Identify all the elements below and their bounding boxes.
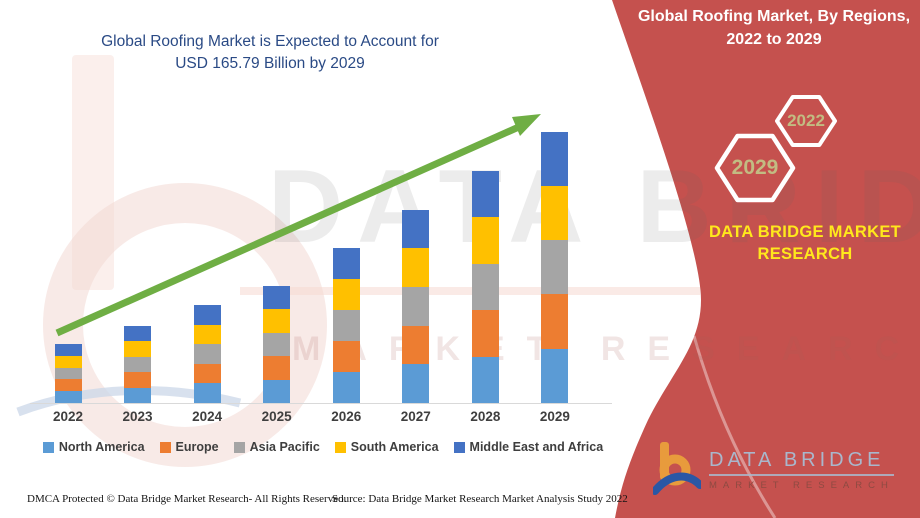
bar-segment-2025-asia-pacific <box>263 332 291 357</box>
bar-segment-2029-south-america <box>541 185 569 241</box>
chart-legend: North America Europe Asia Pacific South Ame… <box>30 440 616 454</box>
bar-segment-2029-europe <box>541 294 569 349</box>
legend-item-middle-east-and-africa: Middle East and Africa <box>453 440 604 454</box>
legend-label: North America <box>58 440 145 454</box>
legend-item-asia-pacific: Asia Pacific <box>233 440 320 454</box>
x-axis-label-2029: 2029 <box>539 409 570 424</box>
logo-b-icon <box>653 442 701 495</box>
hexagon-2029-label: 2029 <box>731 156 779 179</box>
legend-swatch-icon <box>233 441 245 453</box>
x-axis-label-2025: 2025 <box>261 409 292 424</box>
bar-column-2022 <box>38 344 98 403</box>
hexagon-2029 <box>714 133 796 203</box>
x-axis-label-2024: 2024 <box>192 409 223 424</box>
legend-label: Middle East and Africa <box>469 440 604 454</box>
bar-segment-2023-south-america <box>124 341 152 357</box>
bar-segment-2027-north-america <box>402 364 430 403</box>
brand-name-block: DATA BRIDGE MARKET RESEARCH <box>698 221 912 265</box>
brand-name-line1: DATA BRIDGE MARKET <box>708 223 902 241</box>
stacked-bar-2029 <box>541 131 569 403</box>
bar-segment-2022-south-america <box>54 355 82 368</box>
company-logo: DATA BRIDGE MARKET RESEARCH <box>653 441 894 497</box>
legend-swatch-icon <box>334 441 346 453</box>
x-axis-label-2027: 2027 <box>400 409 431 424</box>
bar-segment-2023-asia-pacific <box>124 356 152 372</box>
chart-title-line1: Global Roofing Market is Expected to Acc… <box>101 33 439 50</box>
red-panel-shape <box>612 0 920 518</box>
hexagon-2022 <box>775 95 837 147</box>
bar-segment-2025-north-america <box>263 379 291 403</box>
footer-copyright: DMCA Protected © Data Bridge Market Rese… <box>27 493 347 505</box>
legend-item-north-america: North America <box>42 440 145 454</box>
legend-swatch-icon <box>453 441 465 453</box>
banner-title-line1: Global Roofing Market, By Regions, <box>637 8 911 25</box>
bar-segment-2023-europe <box>124 372 152 388</box>
brand-name-line2: RESEARCH <box>757 245 853 263</box>
hexagon-2022-label: 2022 <box>787 111 825 130</box>
bar-segment-2022-europe <box>54 379 82 392</box>
bar-segment-2022-asia-pacific <box>54 367 82 380</box>
bar-segment-2022-north-america <box>54 391 82 403</box>
x-axis-label-2026: 2026 <box>331 409 362 424</box>
logo-subtitle: MARKET RESEARCH <box>709 480 894 491</box>
banner-title-line2: 2022 to 2029 <box>726 31 822 48</box>
logo-texts: DATA BRIDGE MARKET RESEARCH <box>709 441 894 491</box>
bar-segment-2023-north-america <box>124 387 152 403</box>
bar-segment-2024-north-america <box>193 383 221 403</box>
bar-segment-2026-europe <box>332 340 360 372</box>
bar-segment-2026-north-america <box>332 371 360 403</box>
chart-title-line2: USD 165.79 Billion by 2029 <box>175 54 365 72</box>
banner-title: Global Roofing Market, By Regions, 2022 … <box>628 5 920 51</box>
legend-swatch-icon <box>159 441 171 453</box>
watermark-text-market-research: MARKET RESEARCH <box>292 330 920 368</box>
chart-title: Global Roofing Market is Expected to Acc… <box>42 31 498 74</box>
x-axis-label-2023: 2023 <box>122 409 153 424</box>
bar-segment-2024-europe <box>193 363 221 384</box>
bar-column-2029 <box>525 131 585 403</box>
legend-label: Asia Pacific <box>249 440 320 454</box>
bar-segment-2025-europe <box>263 356 291 380</box>
bar-segment-2024-asia-pacific <box>193 344 221 364</box>
x-axis-label-2028: 2028 <box>470 409 501 424</box>
legend-label: South America <box>350 440 439 454</box>
logo-name: DATA BRIDGE <box>709 449 894 476</box>
bar-segment-2029-middle-east-and-africa <box>541 131 569 186</box>
legend-swatch-icon <box>42 441 54 453</box>
legend-label: Europe <box>175 440 219 454</box>
bar-segment-2029-north-america <box>541 348 569 403</box>
x-axis-line <box>30 403 612 404</box>
bar-segment-2028-north-america <box>471 356 499 403</box>
bar-segment-2029-asia-pacific <box>541 240 569 295</box>
stacked-bar-2022 <box>54 344 82 403</box>
footer-source: Source: Data Bridge Market Research Mark… <box>332 493 628 505</box>
x-axis-label-2022: 2022 <box>52 409 84 424</box>
bar-segment-2022-middle-east-and-africa <box>54 344 82 356</box>
red-panel-inner-arc <box>692 335 777 518</box>
legend-item-europe: Europe <box>159 440 219 454</box>
x-axis-labels: 2022 2023 2024 2025 2026 2027 2028 2029 <box>38 409 585 429</box>
legend-item-south-america: South America <box>334 440 439 454</box>
